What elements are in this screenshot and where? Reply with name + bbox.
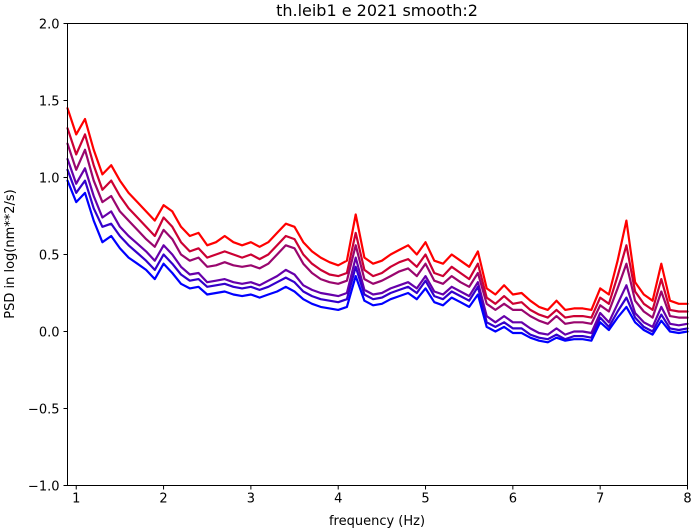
psd-series-2 xyxy=(66,127,689,319)
y-tick-label: 1.5 xyxy=(39,95,60,110)
plot-frame xyxy=(67,23,688,486)
x-tick-label: 4 xyxy=(334,492,342,507)
x-tick-label: 8 xyxy=(683,492,691,507)
x-axis: 1 2 3 4 5 6 7 8 xyxy=(72,485,692,507)
psd-series-3 xyxy=(66,142,689,325)
chart-title: th.leib1 e 2021 smooth:2 xyxy=(276,1,478,20)
y-tick-label: −0.5 xyxy=(28,403,60,418)
psd-series-1 xyxy=(66,107,689,311)
x-tick-label: 5 xyxy=(421,492,429,507)
x-tick-label: 1 xyxy=(72,492,80,507)
y-tick-label: −1.0 xyxy=(28,480,60,495)
psd-series-6 xyxy=(66,179,689,344)
x-tick-label: 6 xyxy=(509,492,517,507)
x-tick-label: 2 xyxy=(159,492,167,507)
y-tick-label: 0.0 xyxy=(39,326,60,341)
y-axis: −1.0 −0.5 0.0 0.5 1.0 1.5 2.0 xyxy=(28,18,68,495)
y-axis-label: PSD in log(nm**2/s) xyxy=(3,189,18,319)
x-tick-label: 7 xyxy=(596,492,604,507)
x-axis-label: frequency (Hz) xyxy=(329,514,425,529)
psd-series-4 xyxy=(66,157,689,336)
y-tick-label: 0.5 xyxy=(39,249,60,264)
y-tick-label: 1.0 xyxy=(39,172,60,187)
x-tick-label: 3 xyxy=(247,492,255,507)
y-tick-label: 2.0 xyxy=(39,18,60,33)
psd-series-5 xyxy=(66,168,689,341)
series-layer xyxy=(66,107,689,344)
